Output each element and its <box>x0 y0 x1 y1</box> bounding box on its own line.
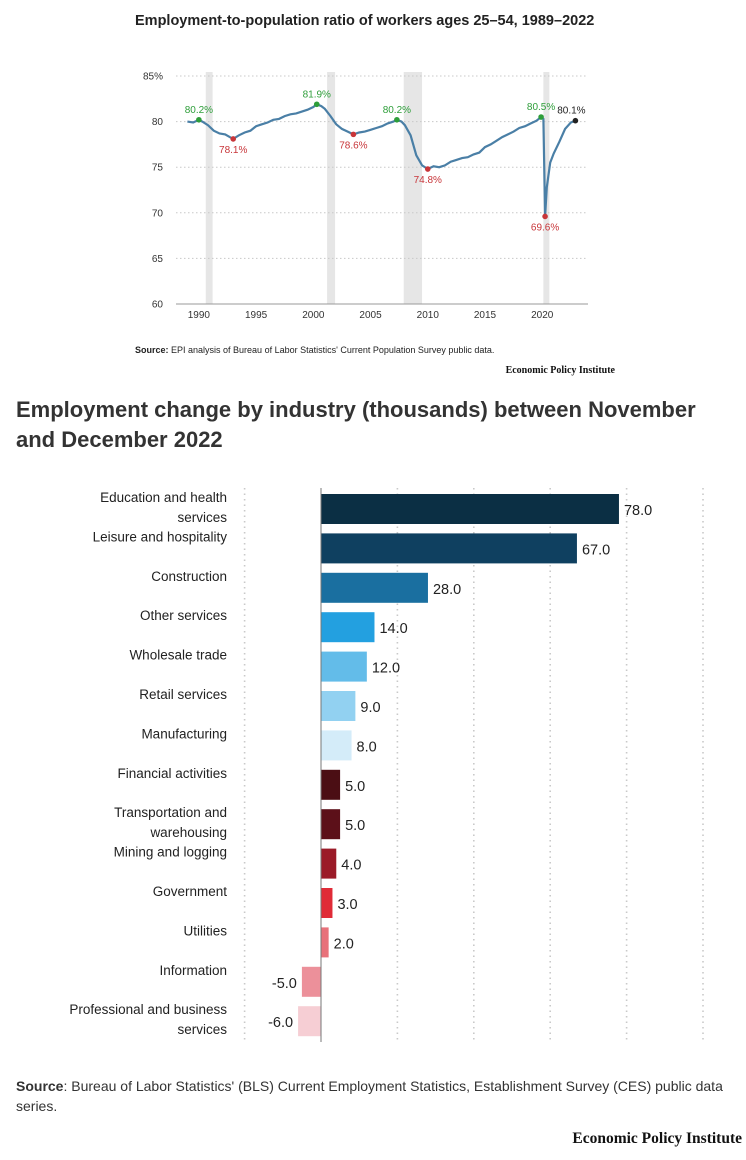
bar-chart-bars <box>298 494 619 1037</box>
y-tick-label: 80 <box>152 117 164 128</box>
annotation-label: 74.8% <box>414 175 442 186</box>
annotation-dot <box>196 116 202 123</box>
x-tick-label: 2020 <box>531 310 554 321</box>
category-label: services <box>177 510 227 525</box>
category-label: Financial activities <box>117 766 227 781</box>
bar <box>321 572 428 603</box>
annotation-dot <box>350 131 357 138</box>
annotation-dot <box>538 114 544 120</box>
annotation-label: 80.2% <box>383 105 411 116</box>
bar-chart-title: Employment change by industry (thousands… <box>16 397 696 452</box>
category-label: Retail services <box>139 687 227 702</box>
value-label: 28.0 <box>433 582 461 598</box>
bar <box>321 691 356 721</box>
bar <box>321 769 341 800</box>
bar <box>321 651 367 682</box>
category-label: Information <box>159 963 227 978</box>
x-tick-label: 2000 <box>302 310 325 321</box>
value-label: 12.0 <box>372 661 400 677</box>
value-label: 3.0 <box>337 897 357 913</box>
series-line <box>187 103 576 217</box>
category-label: services <box>177 1022 227 1037</box>
annotation-label: 78.6% <box>339 140 367 151</box>
bar <box>321 494 619 524</box>
annotation-dot <box>394 116 400 123</box>
value-label: -6.0 <box>268 1015 293 1031</box>
line-chart-source: Source: EPI analysis of Bureau of Labor … <box>135 345 495 355</box>
category-label: Wholesale trade <box>129 648 227 663</box>
line-chart-title: Employment-to-population ratio of worker… <box>135 13 595 29</box>
bar-chart-gridlines <box>243 488 704 1040</box>
value-label: -5.0 <box>272 976 297 992</box>
bar-chart-source: Source: Bureau of Labor Statistics' (BLS… <box>16 1078 723 1114</box>
bar <box>321 730 352 761</box>
value-label: 67.0 <box>582 542 610 558</box>
annotation-dot <box>542 213 548 220</box>
annotation-label: 81.9% <box>303 89 331 100</box>
bar <box>321 612 375 643</box>
bar <box>321 533 577 564</box>
value-label: 8.0 <box>357 739 377 755</box>
annotation-label: 80.1% <box>557 106 585 117</box>
x-tick-label: 1990 <box>188 310 211 321</box>
line-chart-gridlines <box>176 75 588 305</box>
annotation-label: 78.1% <box>219 145 247 156</box>
category-label: Professional and business <box>69 1002 227 1017</box>
bar <box>321 927 329 958</box>
bar <box>321 848 337 879</box>
line-chart-x-ticks: 1990 1995 2000 2005 2010 2015 2020 <box>188 310 554 321</box>
bar-chart-category-labels: Education and health services Leisure and … <box>69 490 227 1037</box>
value-label: 14.0 <box>379 621 407 637</box>
category-label: Government <box>153 884 228 899</box>
bar <box>321 809 341 840</box>
recession-band <box>327 72 336 304</box>
category-label: Transportation and <box>114 805 227 820</box>
y-tick-label: 60 <box>152 300 164 311</box>
value-label: 4.0 <box>341 858 361 874</box>
x-tick-label: 2015 <box>474 310 497 321</box>
y-tick-label: 85% <box>143 72 163 83</box>
line-chart-annotations: 80.2% 78.1% 81.9% 78.6% 80.2% 74.8% 80.5% 69.6%… <box>185 89 586 233</box>
category-label: Other services <box>140 608 227 623</box>
value-label: 5.0 <box>345 818 365 834</box>
brand-logo-small: Economic Policy Institute <box>505 365 615 376</box>
annotation-dot <box>572 117 579 124</box>
x-tick-label: 1995 <box>245 310 268 321</box>
x-tick-label: 2005 <box>359 310 382 321</box>
value-label: 2.0 <box>334 936 354 952</box>
category-label: Leisure and hospitality <box>93 529 228 544</box>
annotation-dot <box>313 101 320 108</box>
category-label: warehousing <box>149 825 227 840</box>
y-tick-label: 75 <box>152 163 164 174</box>
category-label: Utilities <box>183 923 227 938</box>
value-label: 5.0 <box>345 779 365 795</box>
annotation-label: 80.5% <box>527 102 555 113</box>
bar <box>301 966 321 997</box>
bar <box>321 888 333 918</box>
annotation-label: 80.2% <box>185 105 213 116</box>
y-tick-label: 65 <box>152 254 164 265</box>
category-label: Manufacturing <box>141 726 227 741</box>
value-label: 78.0 <box>624 503 652 519</box>
recession-band <box>205 72 213 304</box>
bar <box>298 1006 321 1037</box>
category-label: Construction <box>151 569 227 584</box>
annotation-label: 69.6% <box>531 222 559 233</box>
value-label: 9.0 <box>360 700 380 716</box>
bar-chart-value-labels: 78.0 67.0 28.0 14.0 12.0 9.0 8.0 5.0 5.0 4.0 3.0 2.… <box>268 503 652 1031</box>
bar-chart: Education and health services Leisure and … <box>69 488 704 1042</box>
annotation-dot <box>230 136 237 142</box>
brand-logo: Economic Policy Institute <box>572 1130 742 1147</box>
line-chart: 60 65 70 75 80 85% 1990 1995 2000 2005 2010 2015 20… <box>143 72 588 321</box>
x-tick-label: 2010 <box>417 310 440 321</box>
annotation-dot <box>424 166 431 172</box>
category-label: Education and health <box>100 490 227 505</box>
category-label: Mining and logging <box>114 845 227 860</box>
y-tick-label: 70 <box>152 208 164 219</box>
line-chart-y-ticks: 60 65 70 75 80 85% <box>143 72 163 311</box>
recession-bands <box>205 72 550 304</box>
